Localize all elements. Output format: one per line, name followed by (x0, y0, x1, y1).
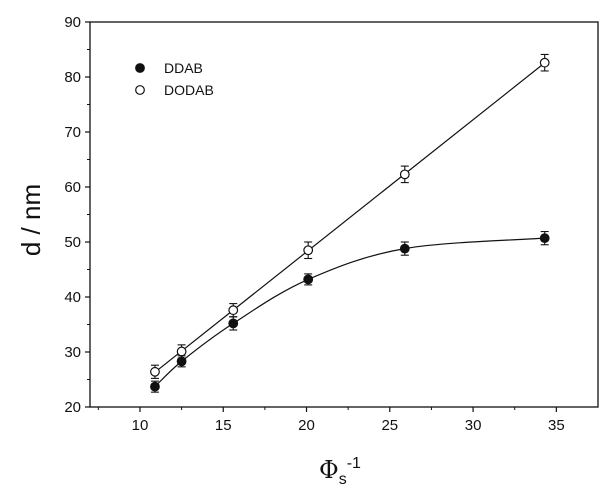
legend-label-dodab: DODAB (164, 82, 214, 98)
x-tick-label: 25 (381, 417, 398, 434)
plot-frame (89, 21, 599, 408)
point-dodab (399, 169, 410, 180)
point-dodab (539, 57, 550, 68)
x-axis-title-sub: s (339, 471, 347, 487)
fit-line-ddab (154, 237, 545, 388)
y-tick-label: 50 (64, 234, 81, 251)
y-tick-label: 60 (64, 179, 81, 196)
point-ddab (303, 274, 314, 285)
fit-lines (154, 62, 546, 388)
legend-marker-dodab (135, 85, 145, 95)
point-ddab (539, 233, 550, 244)
y-tick-label: 40 (64, 289, 81, 306)
point-dodab (176, 346, 187, 357)
legend-marker-ddab (135, 63, 145, 73)
x-axis-title: Φs-1 (319, 455, 361, 487)
legend-label-ddab: DDAB (164, 60, 203, 76)
y-tick-label: 30 (64, 344, 81, 361)
y-tick-label: 80 (64, 69, 81, 86)
point-ddab (150, 381, 160, 392)
legend: DDAB DODAB (135, 60, 214, 98)
x-axis: 10 15 20 25 30 35 (97, 407, 565, 434)
point-dodab (228, 305, 239, 316)
y-axis-title: d / nm (16, 184, 46, 256)
x-tick-label: 30 (465, 417, 482, 434)
y-tick-label: 20 (64, 399, 81, 416)
x-axis-title-main: Φ (319, 456, 339, 484)
point-ddab (228, 318, 239, 329)
point-dodab (303, 245, 314, 256)
point-ddab (399, 243, 410, 254)
point-dodab (150, 366, 160, 377)
y-tick-label: 70 (64, 124, 81, 141)
fit-line-dodab (154, 62, 546, 373)
x-tick-label: 35 (548, 417, 565, 434)
x-axis-title-sup: -1 (347, 455, 361, 472)
x-tick-label: 10 (132, 417, 149, 434)
x-tick-label: 15 (215, 417, 232, 434)
data-points (150, 53, 550, 393)
x-tick-label: 20 (298, 417, 315, 434)
y-tick-label: 90 (64, 14, 81, 31)
plot-border (89, 21, 599, 408)
y-axis: 20 30 40 50 60 70 80 90 (64, 14, 90, 416)
